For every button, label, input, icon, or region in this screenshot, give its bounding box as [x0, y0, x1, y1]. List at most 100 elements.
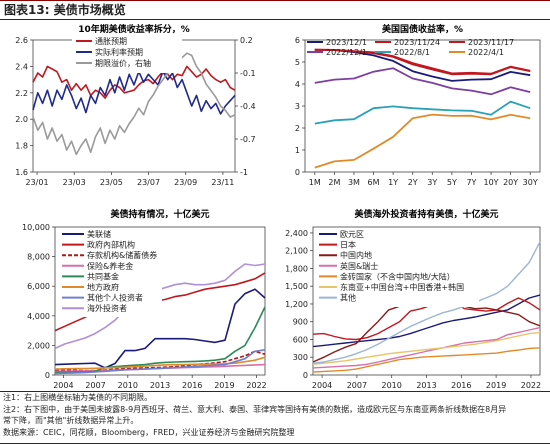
series-line-0	[54, 288, 266, 369]
x-tick-label: 2007	[85, 381, 105, 390]
y-right-tick-label: -0.1	[240, 69, 256, 78]
series-line-3	[312, 326, 541, 369]
y-tick-label: 1,800	[285, 264, 308, 273]
y-tick-label: 2.4	[15, 62, 28, 71]
note-2-cont: 常下降，而"其他"折线数据异常上升。	[3, 416, 139, 425]
x-tick-label: 2016	[182, 381, 202, 390]
legend-label: 地方政府	[87, 282, 119, 292]
figure-title: 图表13: 美债市场概览	[0, 0, 550, 20]
y-right-tick-label: -1	[240, 168, 248, 177]
x-tick-label: 3Y	[427, 178, 437, 187]
series-line-5	[314, 113, 531, 169]
x-tick-label: 10Y	[484, 178, 499, 187]
y-tick-label: 2.6	[15, 36, 28, 45]
y-tick-label: 1,500	[285, 282, 308, 291]
y-tick-label: 2,100	[285, 247, 308, 256]
x-tick-label: 2010	[382, 381, 402, 390]
series-line-6	[312, 241, 541, 364]
legend-label: 2022/8/1	[394, 48, 430, 57]
series-line-1	[32, 70, 236, 115]
x-tick-label: 3M	[348, 178, 360, 187]
y-tick-label: 6,000	[27, 282, 50, 291]
x-tick-label: 1M	[309, 178, 321, 187]
series-line-2	[312, 299, 541, 363]
legend-label: 2022/4/1	[468, 48, 504, 57]
x-tick-label: 2022	[246, 381, 266, 390]
legend-label: 其他	[340, 293, 356, 303]
series-line-2	[314, 49, 531, 76]
x-tick-label: 2013	[416, 381, 436, 390]
y-right-tick-label: -0.4	[240, 102, 256, 111]
y-tick-label: 2,400	[285, 229, 308, 238]
chart-title: 10年期美债收益率拆分，%	[78, 23, 190, 35]
series-line-2	[54, 350, 266, 372]
y-tick-label: 10,000	[22, 223, 50, 232]
x-tick-label: 23/03	[63, 178, 86, 187]
legend-label: 2022/12/1	[326, 48, 367, 57]
x-tick-label: 2016	[451, 381, 471, 390]
legend-label: 东南亚+中国台湾+中国香港+韩国	[340, 282, 464, 292]
y-tick-label: 0	[45, 371, 50, 380]
series-line-6	[54, 349, 266, 375]
y-tick-label: 2,000	[27, 341, 50, 350]
x-tick-label: 30Y	[523, 178, 538, 187]
y-tick-label: 8,000	[27, 253, 50, 262]
x-tick-label: 20Y	[503, 178, 518, 187]
y-tick-label: 6	[295, 36, 300, 45]
y-tick-label: 600	[293, 335, 308, 344]
x-tick-label: 2010	[118, 381, 138, 390]
series-line-3	[314, 67, 531, 96]
figure-title-text: 美债市场概览	[53, 3, 126, 17]
x-tick-label: 2004	[312, 381, 332, 390]
y-tick-label: 1	[295, 146, 300, 155]
y-tick-label: 5	[295, 58, 300, 67]
legend-label: 保险&养老金	[87, 261, 133, 271]
y-tick-label: 1.6	[15, 168, 28, 177]
y-tick-label: 2	[295, 124, 300, 133]
legend-label: 海外投资者	[87, 303, 127, 313]
data-source: 数据来源：CEIC，同花顺，Bloomberg，FRED，兴业证券经济与金融研究…	[3, 427, 295, 437]
legend-label: 共同基金	[87, 271, 119, 281]
legend-label: 欧元区	[340, 229, 364, 239]
chart-panel-treasury-curve: 美国国债收益率，% 0 1 2 3 4 5 6 1M 2M 3M 6M 1Y 2Y 3Y 5Y 7Y 10Y 20Y…	[295, 23, 541, 187]
legend-label: 美联储	[87, 229, 111, 239]
y-tick-label: 4,000	[27, 312, 50, 321]
x-tick-label: 23/11	[211, 178, 234, 187]
chart-panel-holdings: 美债持有情况，十亿美元 0 2,000 4,000 6,000 8,000 10,000 20…	[22, 208, 267, 390]
legend-label: 2023/11/24	[394, 38, 440, 47]
x-tick-label: 2007	[347, 381, 367, 390]
y-tick-label: 2.0	[15, 115, 28, 124]
chart-panel-foreign-holders: 美债海外投资者持有美债，十亿美元 0 300 600 900 1,200 1,500 1,80…	[285, 208, 541, 390]
chart-title: 美债海外投资者持有美债，十亿美元	[354, 208, 498, 220]
legend-label: 英国&瑞士	[340, 261, 378, 271]
legend-label: 政府內部机构	[87, 240, 135, 250]
legend-label: 金砖国家（不含中国内地/大陆）	[340, 271, 455, 281]
y-right-tick-label: -0.7	[240, 135, 256, 144]
x-tick-label: 23/07	[137, 178, 160, 187]
x-tick-label: 23/09	[174, 178, 197, 187]
x-tick-label: 2004	[53, 381, 73, 390]
y-tick-label: 0	[295, 168, 300, 177]
series-line-5	[312, 331, 541, 365]
x-tick-label: 2019	[214, 381, 234, 390]
end-divider	[0, 443, 550, 444]
y-tick-label: 4	[295, 80, 300, 89]
legend-label: 实际利率预期	[95, 47, 143, 57]
x-tick-label: 2Y	[408, 178, 418, 187]
y-tick-label: 1.8	[15, 142, 28, 151]
notes: 注1：右上图横坐标轴为美债的不同期限。 注2：右下图中，由于美国未披露8-9月西…	[3, 392, 548, 438]
series-line-2	[32, 52, 236, 156]
y-tick-label: 0	[303, 371, 308, 380]
figure-label: 图表13:	[4, 3, 50, 17]
y-right-tick-label: 0.2	[240, 36, 253, 45]
legend-label: 期限溢价，右轴	[95, 58, 151, 68]
x-tick-label: 5Y	[447, 178, 457, 187]
series-line-4	[314, 100, 531, 125]
y-tick-label: 1,200	[285, 300, 308, 309]
y-tick-label: 3	[295, 102, 300, 111]
x-tick-label: 2019	[486, 381, 506, 390]
x-tick-label: 7Y	[466, 178, 476, 187]
x-tick-label: 2022	[521, 381, 541, 390]
x-tick-label: 2013	[150, 381, 170, 390]
